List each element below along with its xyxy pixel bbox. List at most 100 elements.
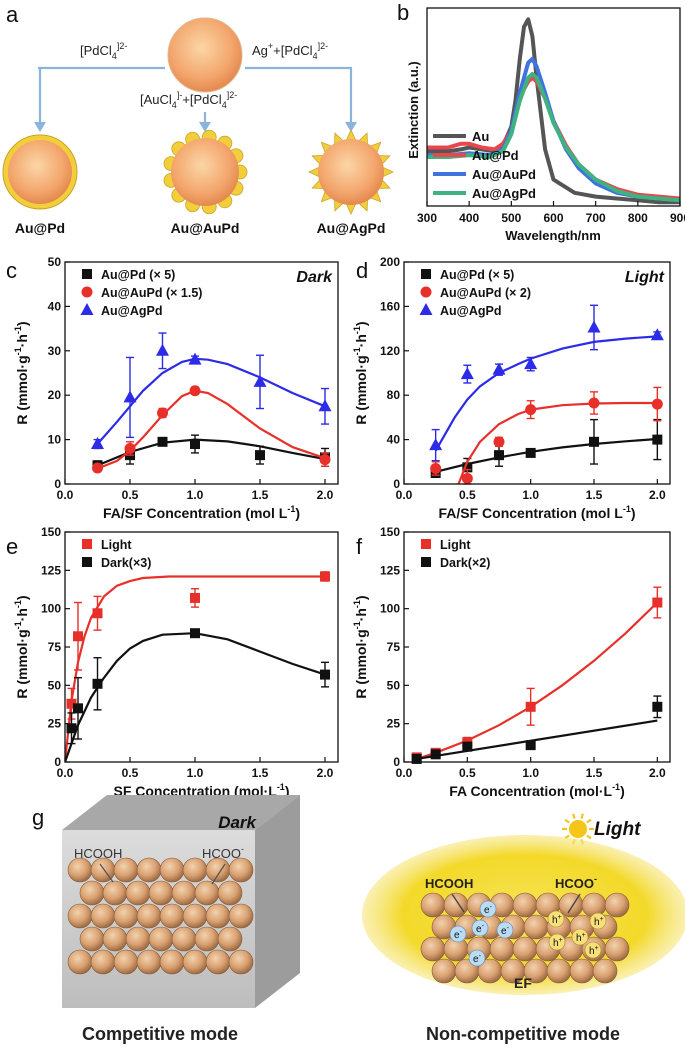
d-data-point xyxy=(461,472,473,484)
d-data-point xyxy=(492,362,506,375)
d-legend-label: Au@AgPd xyxy=(440,304,502,318)
au-pd-core xyxy=(8,140,72,204)
c-xlabel: FA/SF Concentration (mol L-1) xyxy=(103,504,300,521)
f-ytick-label: 125 xyxy=(380,563,400,577)
hole-bubble xyxy=(548,933,566,951)
c-data-point xyxy=(156,343,169,356)
d-data-point xyxy=(588,397,600,409)
dark-sphere xyxy=(125,926,151,952)
electron-bubble xyxy=(468,949,486,967)
arrow-heads xyxy=(34,122,357,132)
panel-letter-c: c xyxy=(6,258,17,283)
f-data-point xyxy=(525,740,536,751)
e-ylabel: R (mmol·g-1·h-1) xyxy=(13,595,30,698)
b-xtick-label: 600 xyxy=(543,211,563,225)
d-xtick-label: 2.0 xyxy=(649,488,666,502)
e-legend-marker xyxy=(82,557,92,567)
ef-label: EF xyxy=(514,975,532,991)
e-data-point xyxy=(190,592,200,603)
dark-arrow-hcoo xyxy=(211,863,226,885)
c-ytick-label: 10 xyxy=(48,433,62,447)
route-right-label: Ag++[PdCl4]2- xyxy=(252,41,328,61)
d-data-point xyxy=(493,436,505,448)
b-xlabel: Wavelength/nm xyxy=(505,228,601,243)
d-title: Light xyxy=(625,269,665,286)
c-data-point xyxy=(319,454,331,466)
e-data-point xyxy=(320,571,330,582)
f-xtick-label: 1.0 xyxy=(522,766,539,780)
f-legend-marker xyxy=(421,539,431,549)
dark-sphere xyxy=(171,880,197,906)
dark-sphere xyxy=(113,903,139,929)
d-legend-marker xyxy=(420,286,432,298)
synthesis-arrows xyxy=(38,66,353,123)
d-ytick-label: 40 xyxy=(387,433,401,447)
light-scene: Light HCOOH HCOO- e-e-e-e-e-h+ h+h+h+h+ E… xyxy=(362,813,685,995)
dark-title: Dark xyxy=(218,813,257,832)
c-title: Dark xyxy=(296,269,333,286)
sun-ray xyxy=(564,818,570,824)
route-left-label: [PdCl4]2- xyxy=(80,41,127,61)
d-axes-frame xyxy=(403,261,671,485)
dark-hcooh-label: HCOOH xyxy=(74,846,122,861)
hole-bubble xyxy=(589,912,607,930)
light-sphere xyxy=(546,958,572,984)
d-xtick-label: 0.5 xyxy=(459,488,476,502)
d-legend-marker xyxy=(421,269,431,279)
dark-sphere xyxy=(102,880,128,906)
b-xtick-label: 900 xyxy=(670,211,685,225)
c-ytick-label: 30 xyxy=(48,344,62,358)
dark-sphere xyxy=(205,949,231,975)
dark-sphere xyxy=(136,903,162,929)
b-xticks: 300 400 500 600 700 800 900 xyxy=(417,201,685,225)
f-data-point xyxy=(411,753,422,764)
light-sphere xyxy=(604,892,630,918)
electron-label: e- xyxy=(473,953,482,965)
panel-letter-e: e xyxy=(6,534,18,559)
c-ylabel: R (mmol·g-1·h-1) xyxy=(13,321,30,424)
c-legend-label: Au@AgPd xyxy=(101,304,163,318)
sun-ray xyxy=(586,834,592,840)
b-series-line-au xyxy=(427,17,680,205)
electron-bubble xyxy=(471,919,489,937)
electron-bubble xyxy=(449,925,467,943)
e-data-point xyxy=(320,669,330,680)
c-ytick-label: 20 xyxy=(48,388,62,402)
panel-d: d R (mmol·g-1·h-1) FA/SF Concentration (mo… xyxy=(352,255,671,521)
e-legend-label: Light xyxy=(101,538,132,552)
light-hcoo-label: HCOO- xyxy=(555,874,597,891)
dark-sphere xyxy=(182,903,208,929)
c-legend-label: Au@Pd (× 5) xyxy=(101,268,175,282)
e-xtick-label: 1.0 xyxy=(187,766,204,780)
f-ytick-label: 25 xyxy=(387,717,401,731)
light-sphere xyxy=(420,892,446,918)
b-legend: Au Au@Pd Au@AuPd Au@AgPd xyxy=(433,129,536,201)
c-data-point xyxy=(190,439,200,450)
c-xtick-label: 2.0 xyxy=(317,488,334,502)
panel-b: b Extinction (a.u.) 300 400 500 600 700 800 90… xyxy=(397,0,685,243)
e-legend-marker xyxy=(82,539,92,549)
dark-sphere xyxy=(205,857,231,883)
au-aupd-label: Au@AuPd xyxy=(171,220,240,236)
d-xtick-label: 1.5 xyxy=(586,488,603,502)
c-fit-line-2 xyxy=(96,357,326,445)
dark-sphere xyxy=(217,880,243,906)
light-sphere xyxy=(523,914,549,940)
e-ytick-label: 25 xyxy=(48,717,62,731)
competitive-mode-caption: Competitive mode xyxy=(82,1024,238,1044)
electron-bubble xyxy=(496,921,514,939)
panel-c: c R (mmol·g-1·h-1) FA/SF Concentration (mo… xyxy=(6,255,339,521)
f-legend-label: Light xyxy=(440,538,471,552)
dark-adsorption-arrows xyxy=(99,863,226,885)
hole-bubble xyxy=(571,928,589,946)
electron-bubble xyxy=(479,900,497,918)
light-adsorption-arrows xyxy=(451,893,581,914)
c-legend-marker xyxy=(81,286,93,298)
dark-sphere xyxy=(159,903,185,929)
dark-sphere xyxy=(148,926,174,952)
c-data-point xyxy=(255,450,265,461)
c-legend-label: Au@AuPd (× 1.5) xyxy=(101,286,202,300)
d-data-point xyxy=(587,320,601,333)
d-fit-line-0 xyxy=(435,437,658,473)
d-ytick-label: 120 xyxy=(380,344,400,358)
